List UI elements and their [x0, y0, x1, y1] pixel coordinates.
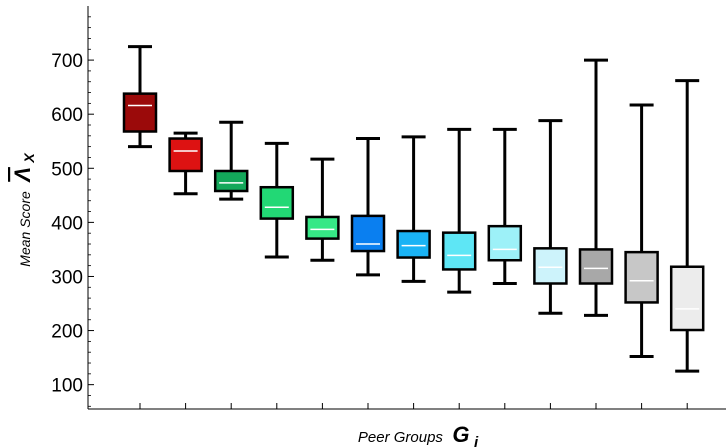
box-group: [533, 119, 568, 315]
x-ticks: [139, 403, 688, 409]
box-group: [305, 157, 340, 262]
box-group: [168, 131, 203, 196]
x-axis-subscript: i: [474, 434, 479, 447]
y-tick-label: 300: [51, 267, 83, 288]
x-axis-title: Peer Groups G i: [358, 422, 479, 447]
y-axis-subscript: X: [21, 152, 37, 164]
y-tick-label: 200: [51, 322, 83, 343]
box-group: [259, 141, 295, 259]
box: [350, 214, 386, 253]
y-axis-title: Mean Score Λ X: [10, 152, 37, 267]
box: [578, 248, 614, 285]
y-tick-label: 500: [51, 159, 83, 180]
box-group: [396, 135, 431, 283]
box-group: [213, 120, 249, 201]
box: [624, 250, 659, 304]
box: [168, 137, 203, 173]
box-group: [487, 127, 523, 286]
box: [669, 265, 705, 332]
x-axis-label: Peer Groups: [358, 429, 444, 446]
box-group: [578, 58, 614, 317]
box-group: [350, 137, 386, 277]
y-tick-label: 600: [51, 105, 83, 126]
box-group: [441, 127, 477, 294]
y-tick-label: 100: [51, 376, 83, 397]
box: [533, 247, 568, 285]
box-group: [624, 103, 659, 359]
x-axis-symbol: G: [452, 422, 469, 447]
axes: [87, 6, 726, 410]
box: [305, 215, 340, 240]
box-group: [122, 45, 158, 149]
box: [487, 224, 523, 262]
y-tick-label: 700: [51, 51, 83, 72]
box: [122, 92, 158, 133]
y-ticks: 100 200 300 400 500 600 700: [51, 16, 94, 407]
y-tick-label: 400: [51, 213, 83, 234]
boxes: [122, 45, 705, 373]
box: [213, 169, 249, 193]
box: [259, 185, 295, 220]
box: [396, 229, 431, 259]
box-group: [669, 79, 705, 373]
y-axis-label: Mean Score: [17, 191, 33, 267]
y-axis-symbol: Λ: [10, 167, 35, 183]
box: [441, 231, 477, 271]
